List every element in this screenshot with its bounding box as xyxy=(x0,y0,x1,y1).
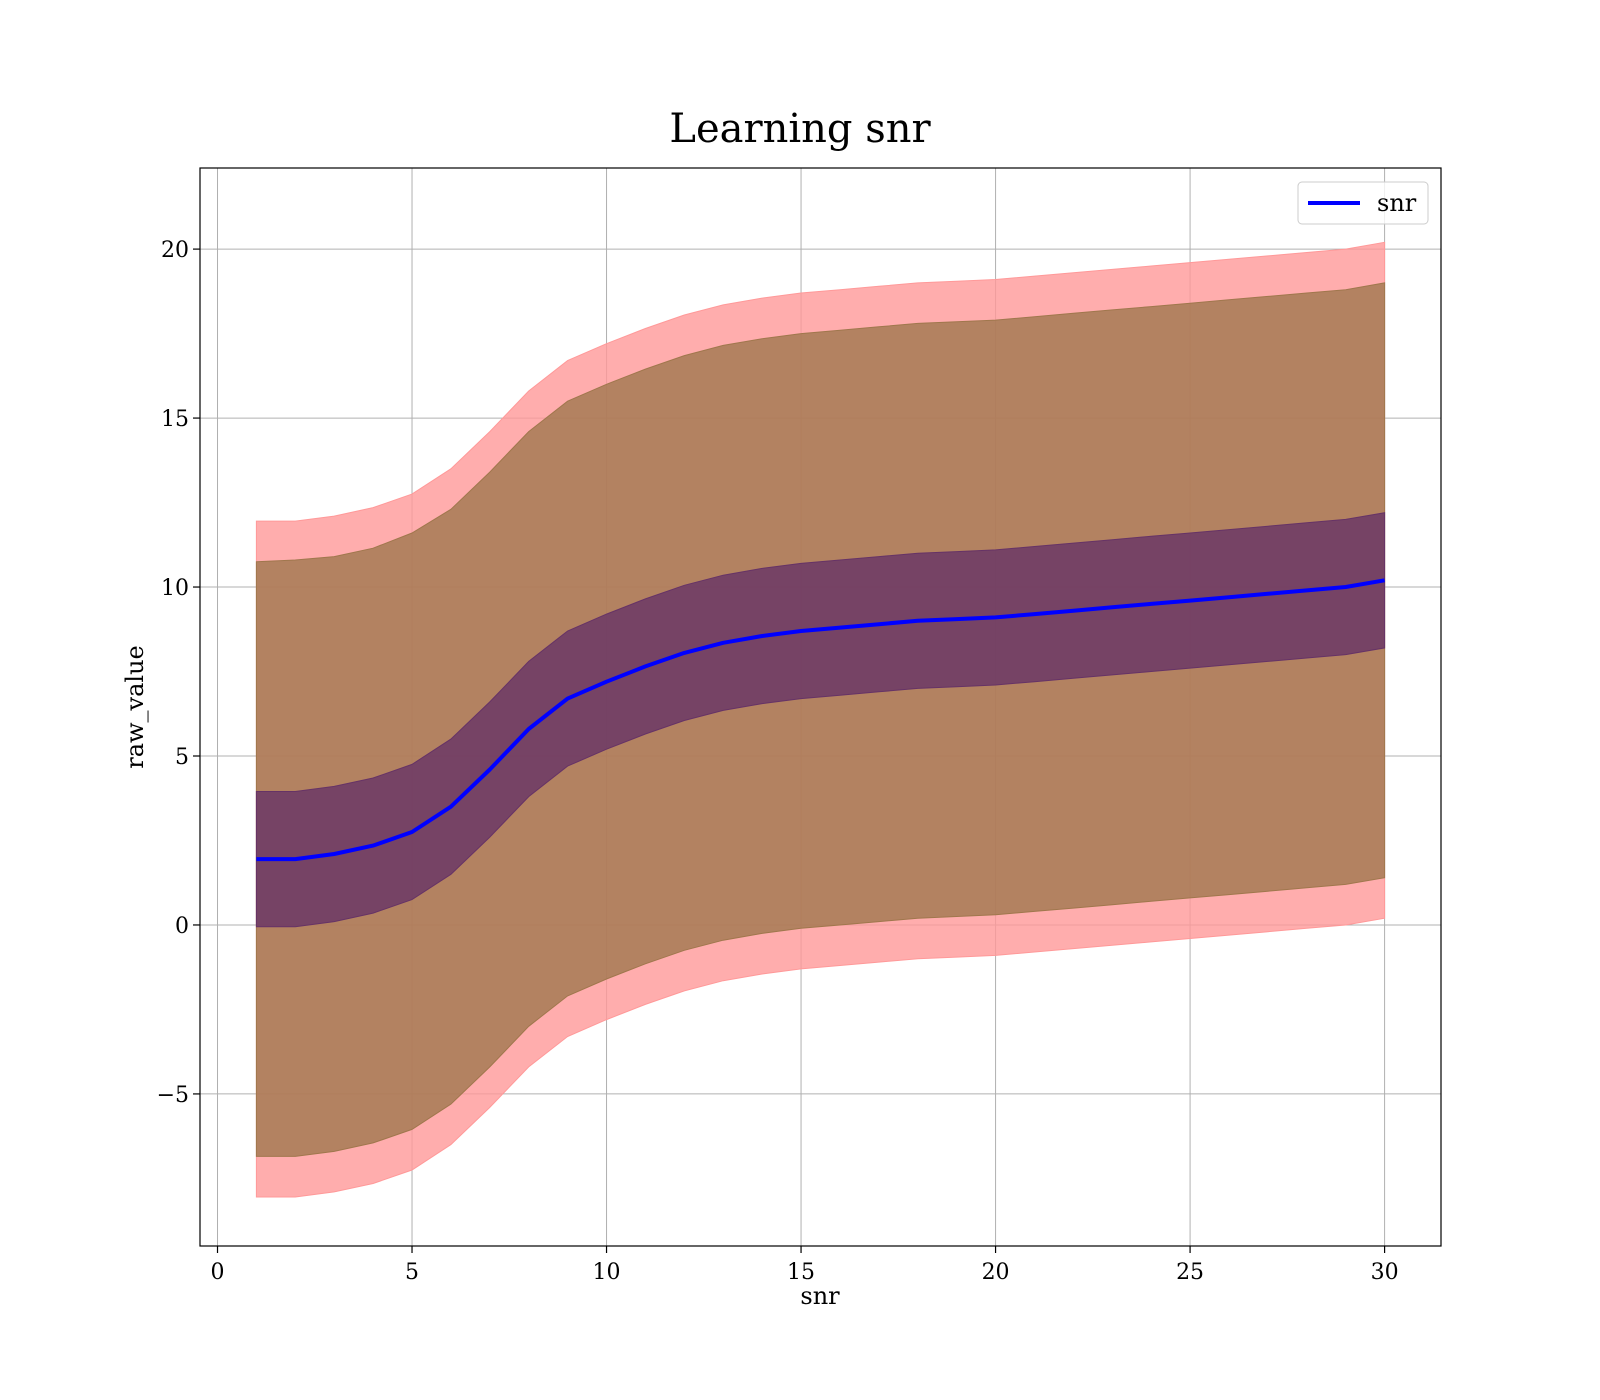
x-tick-label: 5 xyxy=(405,1260,419,1285)
y-axis-label: raw_value xyxy=(121,645,149,769)
legend-label: snr xyxy=(1377,189,1417,217)
y-tick-label: 15 xyxy=(161,407,189,432)
bands xyxy=(255,241,1386,1198)
band xyxy=(255,512,1386,928)
x-tick-label: 30 xyxy=(1371,1260,1399,1285)
y-tick-label: 10 xyxy=(161,576,189,601)
legend: snr xyxy=(1297,181,1429,225)
series-line xyxy=(256,578,1385,862)
plot-frame xyxy=(199,167,1442,1247)
y-tick-label: 20 xyxy=(161,238,189,263)
chart-title: Learning snr xyxy=(669,106,931,152)
x-axis-label: snr xyxy=(800,1282,840,1310)
y-tick-label: −5 xyxy=(157,1083,189,1108)
y-tick-label: 0 xyxy=(175,914,189,939)
x-tick-label: 25 xyxy=(1176,1260,1204,1285)
x-tick-label: 15 xyxy=(787,1260,815,1285)
x-tick-label: 10 xyxy=(593,1260,621,1285)
legend-box xyxy=(1297,181,1429,225)
x-tick-label: 0 xyxy=(211,1260,225,1285)
series-lines xyxy=(256,578,1385,862)
band xyxy=(255,282,1386,1157)
y-tick-label: 5 xyxy=(175,745,189,770)
x-tick-label: 20 xyxy=(982,1260,1010,1285)
ticks: 0 5 10 15 20 25 30 −5 0 5 10 15 20 xyxy=(157,238,1399,1285)
